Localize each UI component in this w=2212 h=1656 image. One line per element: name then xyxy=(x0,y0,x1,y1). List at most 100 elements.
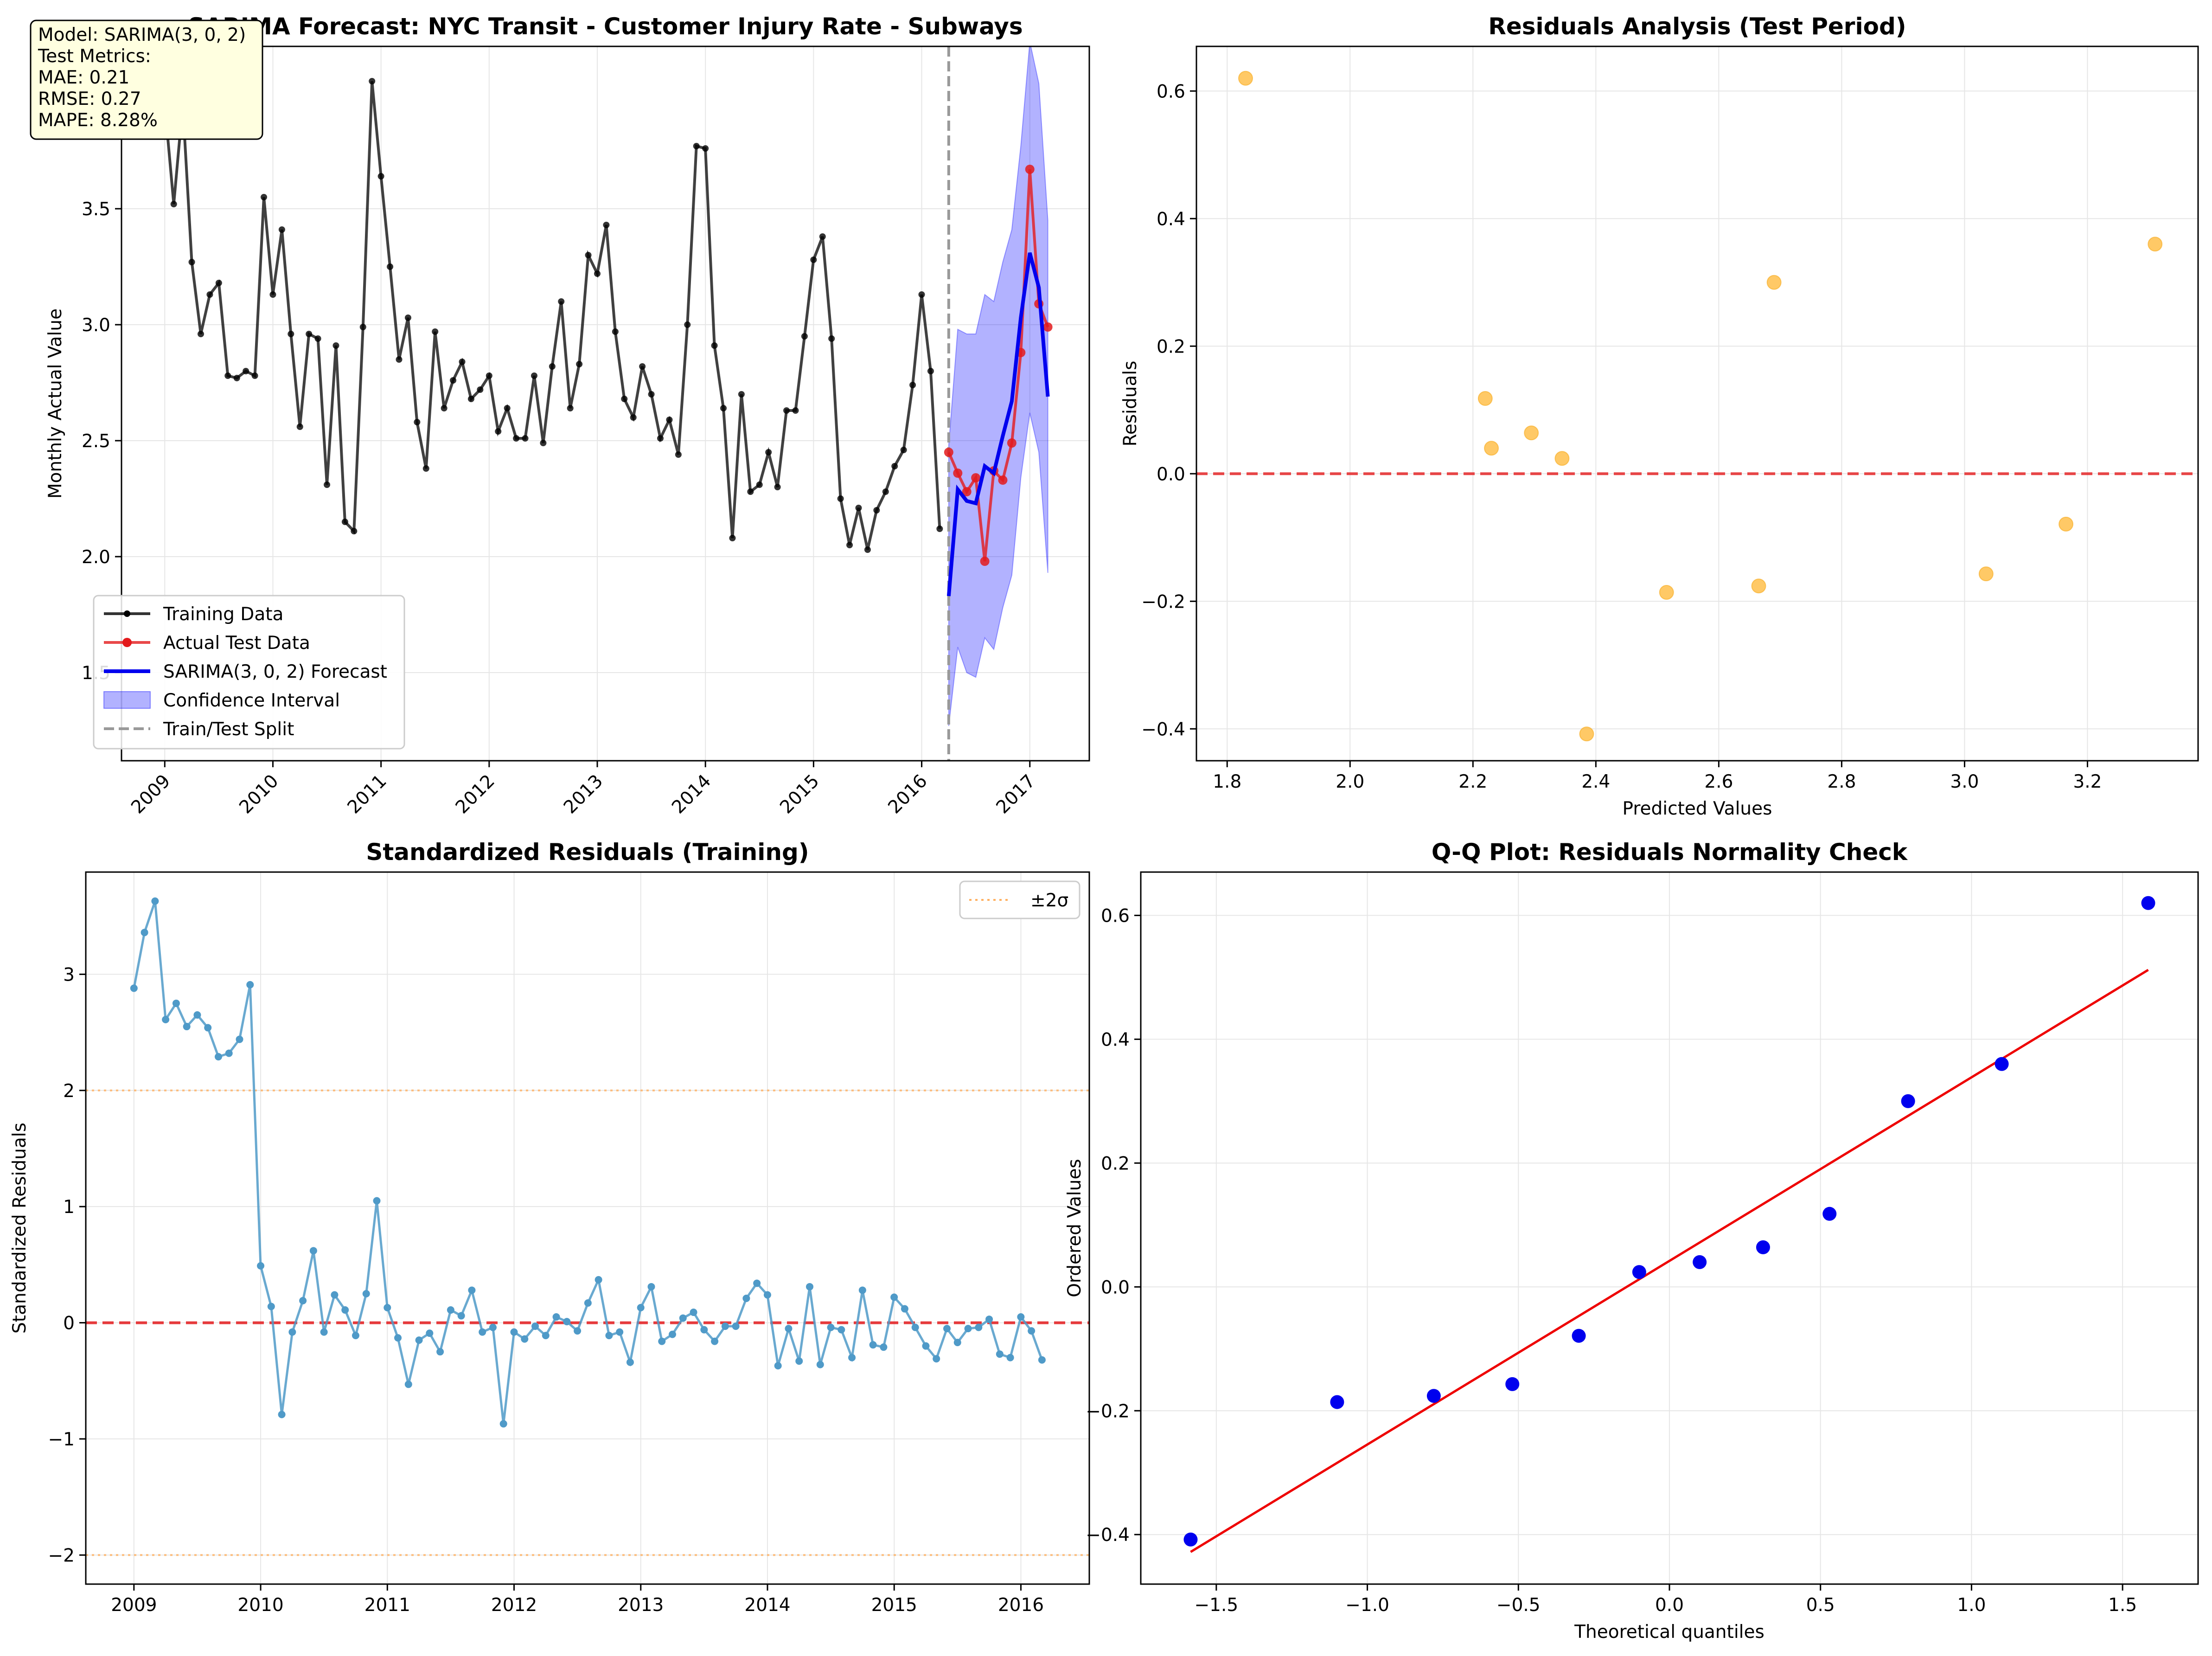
std-residual-point xyxy=(795,1357,803,1365)
training-data-point xyxy=(369,78,376,84)
std-residual-point xyxy=(510,1328,518,1336)
metrics-box: Model: SARIMA(3, 0, 2)Test Metrics:MAE: … xyxy=(30,19,263,140)
x-tick-label: −1.5 xyxy=(1195,1595,1239,1616)
training-data-point xyxy=(927,368,934,374)
x-tick-label: 1.5 xyxy=(2108,1595,2137,1616)
qq-point xyxy=(1572,1329,1586,1343)
metrics-line: Model: SARIMA(3, 0, 2) xyxy=(38,25,246,45)
y-tick-label: 1 xyxy=(63,1197,75,1218)
x-tick-label: −0.5 xyxy=(1496,1595,1541,1616)
training-data-point xyxy=(450,377,457,384)
y-tick-label: 2 xyxy=(63,1081,75,1102)
residual-point xyxy=(1751,578,1766,594)
training-data-point xyxy=(549,363,556,370)
training-data-point xyxy=(377,173,384,180)
training-data-point xyxy=(666,417,673,423)
qq-point xyxy=(2141,896,2155,910)
x-tick-label: 2.0 xyxy=(1336,771,1364,792)
residual-points xyxy=(1238,71,2163,742)
std-residual-point xyxy=(204,1024,212,1032)
std-residual-point xyxy=(574,1327,582,1335)
legend-box xyxy=(959,880,1080,919)
std-residual-point xyxy=(616,1328,624,1336)
training-data-point xyxy=(783,407,790,414)
training-data-point xyxy=(269,291,276,298)
y-tick-label: −1 xyxy=(48,1429,75,1450)
x-tick-label: 2009 xyxy=(111,1595,157,1616)
std-residual-point xyxy=(183,1023,191,1031)
training-data-point xyxy=(504,405,511,411)
x-tick-label: 1.8 xyxy=(1213,771,1241,792)
training-data-point xyxy=(891,463,898,469)
x-tick-label: 3.0 xyxy=(1950,771,1979,792)
x-tick-label: 2.4 xyxy=(1581,771,1610,792)
x-tick-label: 2012 xyxy=(491,1595,537,1616)
std-residual-point xyxy=(404,1380,412,1388)
std-residual-point xyxy=(415,1336,423,1344)
training-data-point xyxy=(648,391,655,398)
training-data-point xyxy=(441,405,448,411)
residual-point xyxy=(1978,566,1994,582)
y-axis-label: Residuals xyxy=(1120,360,1141,446)
training-data-point xyxy=(495,428,502,435)
training-data-point xyxy=(900,447,907,453)
training-data-point xyxy=(846,542,853,548)
training-data-point xyxy=(531,372,537,379)
training-data-point xyxy=(215,280,222,286)
training-data-point xyxy=(414,419,421,425)
y-tick-label: 0.4 xyxy=(1101,1029,1130,1050)
std-residual-point xyxy=(953,1339,961,1347)
actual-test-point xyxy=(1007,438,1016,448)
training-data-point xyxy=(197,331,204,337)
qq-points xyxy=(1183,896,2155,1547)
training-data-point xyxy=(486,372,492,379)
y-tick-label: −2 xyxy=(48,1545,75,1566)
axes-frame xyxy=(1140,871,2199,1585)
std-residual-point xyxy=(626,1358,634,1366)
std-residual-point xyxy=(933,1355,940,1363)
metrics-line: MAE: 0.21 xyxy=(38,67,129,88)
residual-point xyxy=(1766,275,1782,290)
actual-test-point xyxy=(953,469,963,478)
x-tick-label: 2.2 xyxy=(1458,771,1487,792)
training-data-point xyxy=(396,356,403,363)
y-tick-label: −0.2 xyxy=(1141,591,1185,612)
training-data-point xyxy=(459,359,466,365)
std-residual-point xyxy=(816,1361,824,1368)
residual-point xyxy=(1238,71,1253,86)
std-residual-point xyxy=(331,1291,339,1299)
qq-point xyxy=(1901,1094,1915,1108)
training-data-point xyxy=(288,331,294,337)
training-data-point xyxy=(585,252,592,258)
residual-point xyxy=(1477,391,1493,406)
legend-label: ±2σ xyxy=(1030,890,1068,911)
training-data-point xyxy=(729,535,736,541)
std-residual-point xyxy=(447,1306,454,1314)
training-data-point xyxy=(657,435,664,442)
std-residual-point xyxy=(827,1323,835,1331)
training-data-point xyxy=(404,315,411,321)
std-residual-point xyxy=(257,1262,265,1270)
std-residual-point xyxy=(785,1325,793,1333)
residuals-panel: 1.8 2.0 2.2 2.4 2.6 2.8 3.0 3.2 −0.4 −0.2 0.0 0.2 0.… xyxy=(1120,13,2199,819)
std-residual-point xyxy=(1017,1313,1025,1321)
legend-label: Confidence Interval xyxy=(163,690,340,711)
std-residual-point xyxy=(901,1305,908,1313)
training-data-point xyxy=(837,495,844,502)
actual-test-point xyxy=(971,473,981,482)
legend: ±2σ xyxy=(959,880,1080,919)
training-data-point xyxy=(855,505,862,511)
training-data-point xyxy=(278,226,285,233)
x-tick-label: 2011 xyxy=(364,1595,410,1616)
training-data-point xyxy=(747,488,754,495)
qq-point xyxy=(1756,1240,1770,1254)
training-data-point xyxy=(684,321,691,328)
plot-area xyxy=(1196,46,2198,761)
training-data-point xyxy=(774,484,781,490)
metrics-line: RMSE: 0.27 xyxy=(38,89,141,109)
training-data-point xyxy=(702,145,709,152)
plot-body xyxy=(161,46,1053,761)
legend-swatch xyxy=(103,691,151,709)
training-data-point xyxy=(332,342,339,349)
std-residual-series xyxy=(130,897,1046,1428)
